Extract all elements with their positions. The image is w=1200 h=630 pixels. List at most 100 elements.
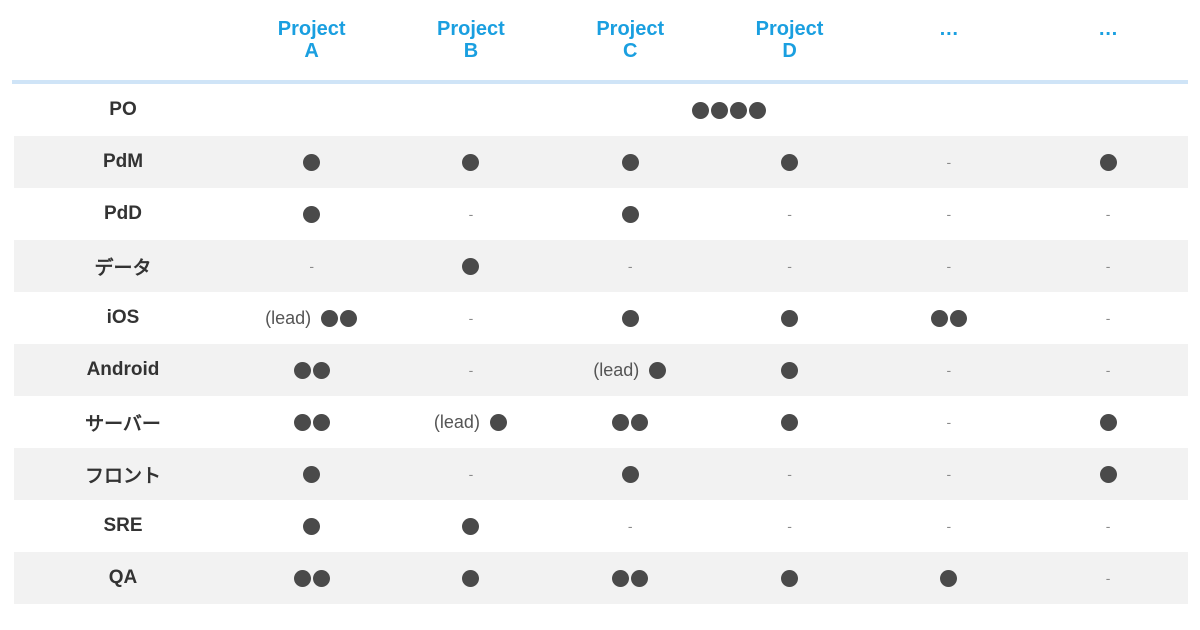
filled-circle-icon bbox=[462, 257, 480, 275]
empty-marker: - bbox=[787, 466, 792, 482]
filled-circle-icon bbox=[312, 569, 330, 587]
column-header-line1: Project bbox=[437, 18, 505, 40]
row-label: iOS bbox=[106, 307, 140, 328]
table-cell: - bbox=[869, 206, 1028, 222]
filled-circle-icon bbox=[692, 101, 709, 119]
filled-circle-icon bbox=[781, 153, 799, 171]
lead-label: (lead) bbox=[265, 307, 312, 328]
filled-circle-icon bbox=[1099, 413, 1117, 431]
filled-circle-icon bbox=[621, 205, 639, 223]
filled-circle-icon bbox=[293, 361, 311, 379]
table-cell bbox=[551, 309, 710, 327]
table-cell: - bbox=[710, 466, 869, 482]
table-row: サーバー (lead) - bbox=[14, 396, 1188, 448]
filled-circle-icon bbox=[303, 205, 321, 223]
empty-marker: - bbox=[468, 310, 474, 326]
po-cell bbox=[232, 101, 1188, 119]
filled-circle-icon bbox=[930, 309, 948, 327]
filled-circle-icon bbox=[730, 101, 747, 119]
empty-marker: - bbox=[1105, 206, 1111, 222]
table-cell bbox=[232, 517, 391, 535]
column-header: … bbox=[1028, 18, 1187, 62]
filled-circle-icon bbox=[781, 361, 799, 379]
filled-circle-icon bbox=[649, 361, 667, 379]
table-cell: - bbox=[1028, 310, 1187, 326]
table-cell bbox=[391, 569, 550, 587]
filled-circle-icon bbox=[781, 309, 799, 327]
empty-marker: - bbox=[468, 206, 474, 222]
row-label: PdD bbox=[104, 203, 142, 224]
filled-circle-icon bbox=[321, 309, 339, 327]
table-cell: - bbox=[1028, 570, 1187, 586]
filled-circle-icon bbox=[631, 569, 649, 587]
empty-marker: - bbox=[627, 518, 633, 534]
table-row: Android - (lead) - - bbox=[14, 344, 1188, 396]
table-cell bbox=[710, 153, 869, 171]
empty-marker: - bbox=[787, 518, 792, 534]
table-cell bbox=[232, 413, 391, 431]
header-columns: Project A Project B Project C Project D…… bbox=[232, 18, 1188, 62]
empty-marker: - bbox=[787, 258, 792, 274]
row-label: PO bbox=[109, 99, 137, 120]
assignment-table: Project A Project B Project C Project D…… PO Pd… bbox=[12, 0, 1188, 604]
filled-circle-icon bbox=[1099, 465, 1117, 483]
table-cell: - bbox=[391, 206, 550, 222]
table-cell bbox=[551, 465, 710, 483]
table-cell bbox=[1028, 153, 1187, 171]
table-cell: - bbox=[391, 310, 550, 326]
table-cell bbox=[551, 413, 710, 431]
table-cell bbox=[391, 153, 550, 171]
table-row: フロント - - - bbox=[14, 448, 1188, 500]
column-header: Project B bbox=[391, 18, 550, 62]
column-header-line1: Project bbox=[755, 18, 824, 40]
table-cell bbox=[710, 361, 869, 379]
filled-circle-icon bbox=[340, 309, 358, 327]
empty-marker: - bbox=[946, 258, 952, 274]
empty-marker: - bbox=[1105, 310, 1111, 326]
row-label: SRE bbox=[103, 515, 143, 536]
table-cell: - bbox=[391, 362, 550, 378]
row-label: QA bbox=[108, 567, 138, 588]
row-label: データ bbox=[94, 257, 152, 279]
filled-circle-icon bbox=[1099, 153, 1117, 171]
filled-circle-icon bbox=[489, 413, 507, 431]
column-header-line1: … bbox=[938, 18, 959, 40]
table-cell bbox=[710, 569, 869, 587]
table-cell: - bbox=[232, 258, 391, 274]
table-cell bbox=[391, 517, 550, 535]
table-row: PdD - - - - bbox=[14, 188, 1188, 240]
table-cell: - bbox=[1028, 362, 1187, 378]
table-row: PdM - bbox=[14, 136, 1188, 188]
table-cell: - bbox=[869, 154, 1028, 170]
table-header: Project A Project B Project C Project D…… bbox=[14, 0, 1188, 80]
table-cell: - bbox=[869, 518, 1028, 534]
table-cell bbox=[1028, 465, 1187, 483]
column-header-line1: Project bbox=[277, 18, 346, 40]
row-label: PdM bbox=[102, 151, 144, 172]
filled-circle-icon bbox=[949, 309, 967, 327]
filled-circle-icon bbox=[612, 569, 630, 587]
table-cell bbox=[391, 257, 550, 275]
empty-marker: - bbox=[946, 466, 952, 482]
filled-circle-icon bbox=[303, 517, 321, 535]
row-label: Android bbox=[86, 359, 160, 380]
table-cell bbox=[551, 569, 710, 587]
empty-marker: - bbox=[946, 154, 952, 170]
empty-marker: - bbox=[1105, 362, 1111, 378]
lead-label: (lead) bbox=[593, 359, 640, 380]
table-cell bbox=[710, 309, 869, 327]
filled-circle-icon bbox=[711, 101, 728, 119]
filled-circle-icon bbox=[621, 465, 639, 483]
column-header-line2: B bbox=[463, 40, 479, 62]
column-header-line2: C bbox=[623, 40, 638, 62]
table-row: データ - - - - - bbox=[14, 240, 1188, 292]
empty-marker: - bbox=[946, 206, 952, 222]
row-label: サーバー bbox=[85, 413, 161, 435]
table-cell bbox=[232, 465, 391, 483]
table-row-po: PO bbox=[14, 84, 1188, 136]
table-cell: - bbox=[1028, 518, 1187, 534]
table-cell: - bbox=[869, 414, 1028, 430]
filled-circle-icon bbox=[621, 309, 639, 327]
column-header-line1: … bbox=[1098, 18, 1119, 40]
table-cell: - bbox=[710, 518, 869, 534]
